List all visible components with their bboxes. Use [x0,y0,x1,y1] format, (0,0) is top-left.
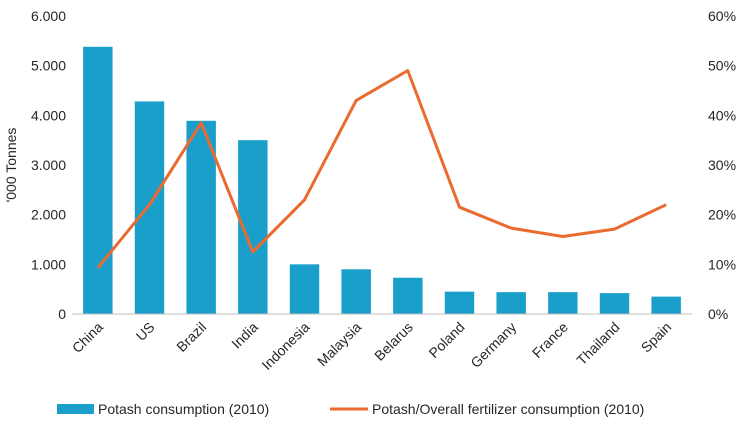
x-tick-label: Belarus [371,319,416,364]
bar [496,292,526,314]
x-tick-label: Thailand [573,319,622,368]
y-axis-left: 0 1.000 2.000 3.000 4.000 5.000 6.000 [31,8,66,322]
legend-bar-swatch [57,404,94,414]
y2-tick-label: 10% [708,256,736,272]
y-tick-label: 2.000 [31,207,66,223]
x-tick-label: Poland [425,319,467,361]
bar [134,101,165,314]
y2-tick-label: 0% [708,306,728,322]
bar [444,291,475,314]
y-axis-right: 0% 10% 20% 30% 40% 50% 60% [708,8,736,322]
y-tick-label: 3.000 [31,157,66,173]
legend: Potash consumption (2010) Potash/Overall… [57,401,644,417]
y-tick-label: 6.000 [31,8,66,24]
y2-tick-label: 30% [708,157,736,173]
legend-line-label: Potash/Overall fertilizer consumption (2… [372,401,644,417]
x-tick-label: Germany [467,319,519,371]
bar-series [83,46,681,315]
bar [548,292,578,314]
y-tick-label: 1.000 [31,256,66,272]
y2-tick-label: 60% [708,8,736,24]
x-tick-label: Malaysia [314,319,365,370]
bar [393,277,423,314]
x-tick-label: Spain [638,319,675,356]
y-tick-label: 4.000 [31,107,66,123]
y2-tick-label: 40% [708,107,736,123]
bar [186,120,216,315]
x-tick-label: France [529,319,571,361]
line-series [96,69,667,269]
bar [289,264,320,314]
bar [341,269,371,314]
legend-bar-label: Potash consumption (2010) [98,401,269,417]
x-tick-label: China [69,319,106,356]
bar [599,293,630,314]
x-tick-label: India [228,319,261,352]
y-axis-title: '000 Tonnes [3,128,19,203]
x-tick-label: Indonesia [258,319,312,373]
bar [83,46,113,314]
y-tick-label: 0 [58,306,66,322]
bar [651,296,681,314]
y2-tick-label: 50% [708,58,736,74]
x-tick-label: Brazil [173,319,209,355]
x-tick-label: US [133,319,158,344]
y2-tick-label: 20% [708,207,736,223]
y-tick-label: 5.000 [31,58,66,74]
